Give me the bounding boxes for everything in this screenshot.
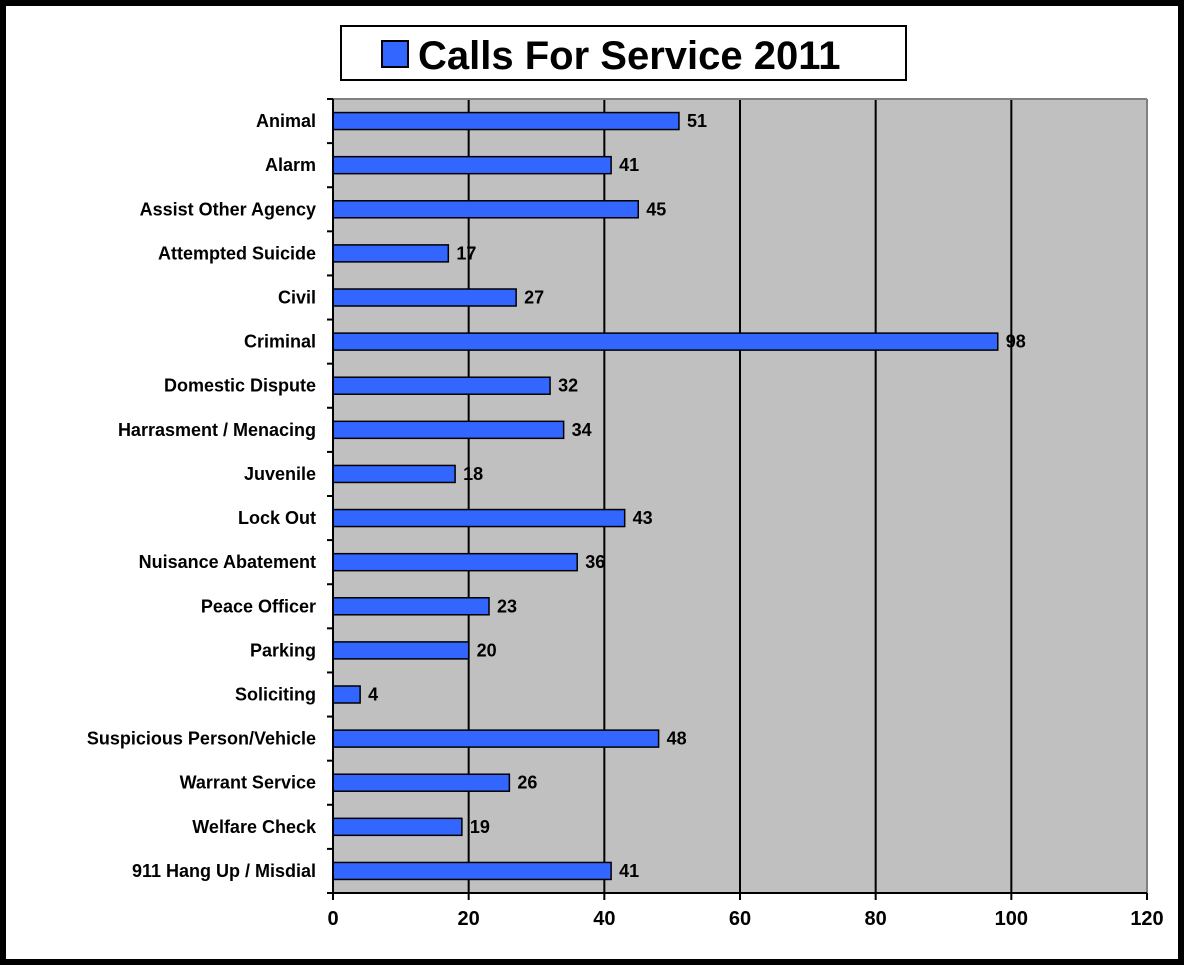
bar (332, 861, 612, 881)
data-label: 4 (368, 685, 378, 705)
data-label: 18 (463, 464, 483, 484)
category-label: Domestic Dispute (164, 376, 316, 396)
category-label: Civil (278, 288, 316, 308)
bar (332, 332, 999, 351)
legend-box (340, 25, 907, 81)
bar (332, 773, 511, 792)
data-label: 45 (646, 199, 666, 219)
data-label: 23 (497, 596, 517, 616)
x-tick-label: 20 (458, 908, 480, 930)
data-label: 26 (517, 773, 537, 793)
bar (332, 376, 551, 395)
x-tick-label: 40 (593, 908, 615, 930)
x-tick-label: 0 (327, 908, 338, 930)
legend: Calls For Service 2011 (340, 25, 907, 81)
bar (332, 464, 456, 484)
category-label: Peace Officer (201, 596, 316, 616)
data-label: 48 (667, 729, 687, 749)
data-label: 32 (558, 376, 578, 396)
data-label: 43 (633, 508, 653, 528)
bar (332, 508, 626, 528)
bar (332, 597, 490, 616)
category-label: Lock Out (238, 508, 316, 528)
category-label: Warrant Service (180, 773, 316, 793)
category-label: Soliciting (235, 685, 316, 705)
category-label: Juvenile (244, 464, 316, 484)
bar (332, 817, 463, 837)
data-label: 41 (619, 861, 639, 881)
x-tick-label: 60 (729, 908, 751, 930)
bar (332, 288, 517, 307)
bar (332, 552, 578, 572)
data-label: 98 (1006, 332, 1026, 352)
chart-title: Calls For Service 2011 (418, 34, 841, 78)
x-tick-label: 80 (865, 908, 887, 930)
category-label: Harrasment / Menacing (118, 420, 316, 440)
bar (332, 155, 612, 175)
data-label: 20 (477, 640, 497, 660)
category-label: 911 Hang Up / Misdial (132, 861, 316, 881)
category-label: Animal (256, 111, 316, 131)
plot-area: Animal 51 Alarm 41 Assist Other Agency 45 Atte… (87, 98, 1164, 930)
x-tick-label: 100 (995, 908, 1028, 930)
bar (332, 200, 639, 219)
bar (332, 685, 361, 704)
category-label: Alarm (265, 155, 316, 175)
data-label: 17 (456, 243, 476, 263)
category-label: Attempted Suicide (158, 243, 316, 263)
category-label: Parking (250, 640, 316, 660)
legend-swatch (381, 40, 409, 68)
bar (332, 729, 660, 748)
data-label: 27 (524, 288, 544, 308)
category-label: Suspicious Person/Vehicle (87, 729, 316, 749)
category-label: Criminal (244, 332, 316, 352)
category-label: Nuisance Abatement (139, 552, 316, 572)
data-label: 19 (470, 817, 490, 837)
category-label: Assist Other Agency (140, 199, 316, 219)
bar (332, 641, 470, 660)
data-label: 34 (572, 420, 592, 440)
data-label: 41 (619, 155, 639, 175)
data-label: 36 (585, 552, 605, 572)
bar (332, 420, 565, 440)
bar (332, 244, 450, 263)
bar (332, 111, 680, 131)
x-tick-label: 120 (1130, 908, 1163, 930)
category-label: Welfare Check (192, 817, 317, 837)
data-label: 51 (687, 111, 707, 131)
